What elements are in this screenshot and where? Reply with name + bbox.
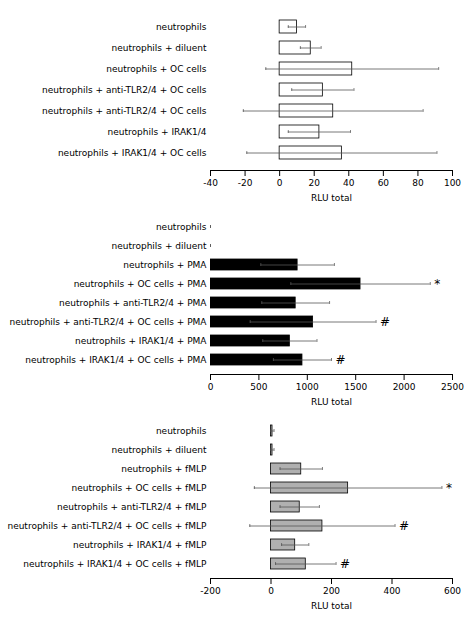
svg-text:neutrophils: neutrophils (156, 426, 207, 436)
svg-text:400: 400 (383, 586, 400, 596)
svg-text:#: # (336, 353, 346, 367)
svg-text:neutrophils + diluent: neutrophils + diluent (111, 241, 207, 251)
svg-text:neutrophils + anti-TLR2/4 + OC: neutrophils + anti-TLR2/4 + OC cells + P… (9, 317, 207, 327)
svg-text:RLU total: RLU total (311, 193, 352, 203)
svg-text:*: * (446, 481, 452, 495)
svg-text:neutrophils + diluent: neutrophils + diluent (111, 43, 207, 53)
svg-text:200: 200 (323, 586, 340, 596)
svg-text:600: 600 (444, 586, 461, 596)
svg-text:20: 20 (308, 178, 320, 188)
svg-text:neutrophils + anti-TLR2/4 + OC: neutrophils + anti-TLR2/4 + OC cells (42, 85, 207, 95)
svg-text:60: 60 (378, 178, 390, 188)
svg-text:40: 40 (343, 178, 355, 188)
svg-text:neutrophils + anti-TLR2/4 + fM: neutrophils + anti-TLR2/4 + fMLP (57, 502, 207, 512)
svg-text:2000: 2000 (393, 382, 416, 392)
svg-text:80: 80 (412, 178, 424, 188)
svg-text:neutrophils + OC cells: neutrophils + OC cells (106, 64, 207, 74)
svg-text:-20: -20 (238, 178, 253, 188)
svg-text:neutrophils + anti-TLR2/4 + PM: neutrophils + anti-TLR2/4 + PMA (59, 298, 207, 308)
svg-text:neutrophils: neutrophils (156, 22, 207, 32)
svg-text:#: # (380, 315, 390, 329)
svg-text:2500: 2500 (441, 382, 464, 392)
svg-text:*: * (434, 277, 440, 291)
svg-text:RLU total: RLU total (311, 601, 352, 611)
svg-text:neutrophils: neutrophils (156, 222, 207, 232)
svg-text:neutrophils + IRAK1/4 + OC cel: neutrophils + IRAK1/4 + OC cells + PMA (25, 355, 207, 365)
svg-text:RLU total: RLU total (311, 397, 352, 407)
svg-text:-40: -40 (203, 178, 218, 188)
svg-text:0: 0 (277, 178, 283, 188)
svg-text:#: # (340, 557, 350, 571)
svg-text:0: 0 (208, 382, 214, 392)
svg-text:neutrophils + IRAK1/4 + OC cel: neutrophils + IRAK1/4 + OC cells (58, 148, 207, 158)
svg-text:neutrophils + IRAK1/4 + OC cel: neutrophils + IRAK1/4 + OC cells + fMLP (23, 559, 207, 569)
svg-text:1000: 1000 (296, 382, 319, 392)
svg-text:neutrophils + anti-TLR2/4 + OC: neutrophils + anti-TLR2/4 + OC cells (42, 106, 207, 116)
svg-text:500: 500 (250, 382, 267, 392)
svg-text:neutrophils + IRAK1/4: neutrophils + IRAK1/4 (108, 127, 207, 137)
svg-text:1500: 1500 (344, 382, 367, 392)
svg-text:0: 0 (268, 586, 274, 596)
svg-text:neutrophils + OC cells + PMA: neutrophils + OC cells + PMA (74, 279, 208, 289)
svg-text:neutrophils + PMA: neutrophils + PMA (123, 260, 207, 270)
svg-text:neutrophils + OC cells + fMLP: neutrophils + OC cells + fMLP (72, 483, 207, 493)
svg-text:#: # (399, 519, 409, 533)
svg-text:-200: -200 (200, 586, 221, 596)
svg-text:neutrophils + diluent: neutrophils + diluent (111, 445, 207, 455)
svg-text:neutrophils + fMLP: neutrophils + fMLP (121, 464, 207, 474)
svg-text:neutrophils + anti-TLR2/4 + OC: neutrophils + anti-TLR2/4 + OC cells + f… (7, 521, 207, 531)
svg-text:neutrophils + IRAK1/4 + fMLP: neutrophils + IRAK1/4 + fMLP (73, 540, 207, 550)
svg-text:100: 100 (444, 178, 461, 188)
svg-text:neutrophils + IRAK1/4 + PMA: neutrophils + IRAK1/4 + PMA (75, 336, 207, 346)
